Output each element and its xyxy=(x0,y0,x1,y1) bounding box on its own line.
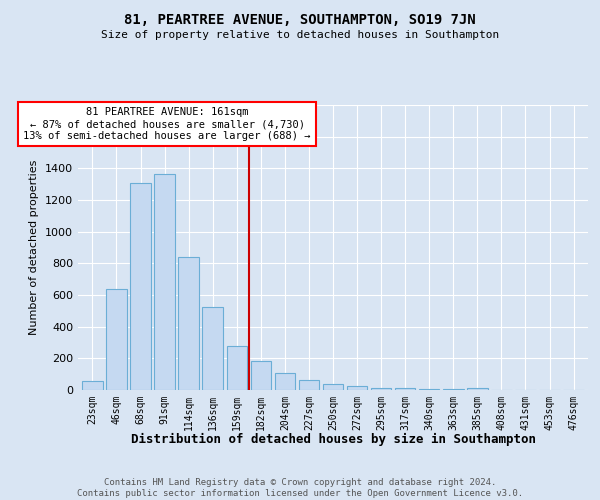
Bar xyxy=(130,184,151,390)
Bar xyxy=(227,346,247,390)
Text: 81, PEARTREE AVENUE, SOUTHAMPTON, SO19 7JN: 81, PEARTREE AVENUE, SOUTHAMPTON, SO19 7… xyxy=(124,12,476,26)
Bar xyxy=(323,384,343,390)
Bar xyxy=(443,389,464,390)
Bar xyxy=(106,290,127,390)
Bar xyxy=(275,372,295,390)
Bar xyxy=(419,388,439,390)
Bar xyxy=(82,382,103,390)
Text: 81 PEARTREE AVENUE: 161sqm
← 87% of detached houses are smaller (4,730)
13% of s: 81 PEARTREE AVENUE: 161sqm ← 87% of deta… xyxy=(23,108,311,140)
Bar xyxy=(299,380,319,390)
Text: Contains HM Land Registry data © Crown copyright and database right 2024.
Contai: Contains HM Land Registry data © Crown c… xyxy=(77,478,523,498)
Text: Size of property relative to detached houses in Southampton: Size of property relative to detached ho… xyxy=(101,30,499,40)
Bar xyxy=(202,307,223,390)
Y-axis label: Number of detached properties: Number of detached properties xyxy=(29,160,40,335)
Bar xyxy=(467,388,488,390)
Text: Distribution of detached houses by size in Southampton: Distribution of detached houses by size … xyxy=(131,432,536,446)
Bar xyxy=(395,388,415,390)
Bar xyxy=(251,360,271,390)
Bar xyxy=(347,386,367,390)
Bar xyxy=(178,257,199,390)
Bar xyxy=(371,388,391,390)
Bar xyxy=(154,174,175,390)
